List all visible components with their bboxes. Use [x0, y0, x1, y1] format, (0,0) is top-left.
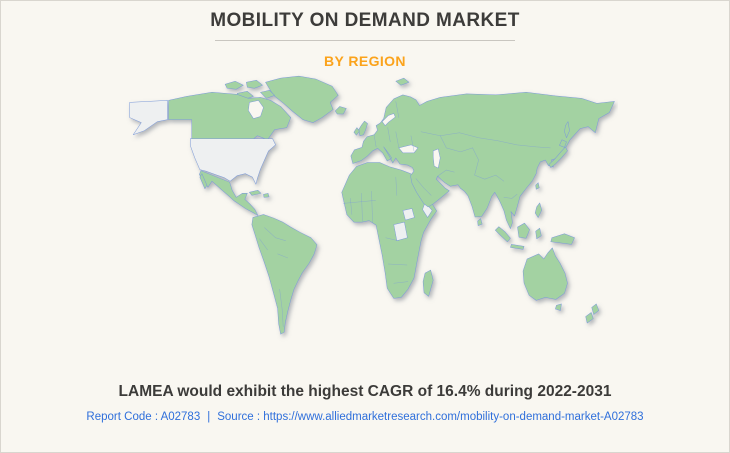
- arctic-island: [245, 79, 263, 89]
- taiwan: [534, 182, 539, 190]
- cuba: [248, 190, 261, 196]
- caspian-sea: [432, 148, 440, 169]
- tasmania: [554, 303, 562, 311]
- greenland: [264, 75, 338, 123]
- sri-lanka: [476, 218, 482, 226]
- eurasia: [350, 92, 615, 229]
- africa-uncolored-country: [393, 221, 408, 242]
- madagascar: [422, 269, 433, 297]
- south-america: [251, 214, 317, 335]
- ireland: [353, 127, 360, 136]
- japan-hokkaido: [558, 139, 567, 148]
- source-label: Source :: [217, 411, 261, 423]
- new-guinea: [550, 233, 575, 245]
- world-map: [128, 75, 615, 335]
- report-code: Report Code : A02783: [86, 411, 201, 423]
- title-divider: [215, 40, 515, 41]
- borneo: [516, 222, 530, 239]
- figure-caption: LAMEA would exhibit the highest CAGR of …: [118, 383, 612, 400]
- sakhalin: [563, 121, 570, 139]
- japan-honshu: [548, 146, 568, 168]
- great-britain: [357, 120, 368, 136]
- sumatra: [494, 226, 511, 243]
- alaska-region: [128, 100, 168, 135]
- figure-footer: Report Code : A02783 | Source : https://ww…: [1, 411, 729, 423]
- philippines: [534, 202, 542, 218]
- africa: [341, 162, 437, 299]
- page-title: MOBILITY ON DEMAND MARKET: [210, 10, 520, 31]
- svalbard: [395, 77, 409, 86]
- africa-uncolored-country: [421, 202, 432, 218]
- mexico-central-america: [198, 170, 258, 216]
- arctic-island: [259, 90, 275, 99]
- sulawesi: [534, 227, 541, 240]
- hudson-bay: [247, 100, 264, 119]
- hispaniola: [262, 193, 269, 198]
- arctic-island: [224, 80, 244, 90]
- footer-separator: |: [207, 411, 211, 423]
- new-zealand-north: [590, 303, 599, 315]
- country-borders: [258, 101, 551, 327]
- figure-subtitle: BY REGION: [324, 53, 406, 69]
- iceland: [334, 106, 347, 115]
- united-states-region: [189, 138, 276, 185]
- baja-peninsula: [199, 173, 207, 190]
- new-zealand-south: [584, 312, 594, 324]
- java: [509, 244, 524, 250]
- africa-uncolored-country: [402, 208, 415, 221]
- figure-header: MOBILITY ON DEMAND MARKET BY REGION: [1, 1, 729, 69]
- australia: [522, 247, 568, 301]
- canada: [167, 92, 291, 144]
- baltic-sea: [381, 113, 396, 126]
- map-container: [1, 71, 729, 359]
- source-link[interactable]: https://www.alliedmarketresearch.com/mob…: [263, 411, 644, 423]
